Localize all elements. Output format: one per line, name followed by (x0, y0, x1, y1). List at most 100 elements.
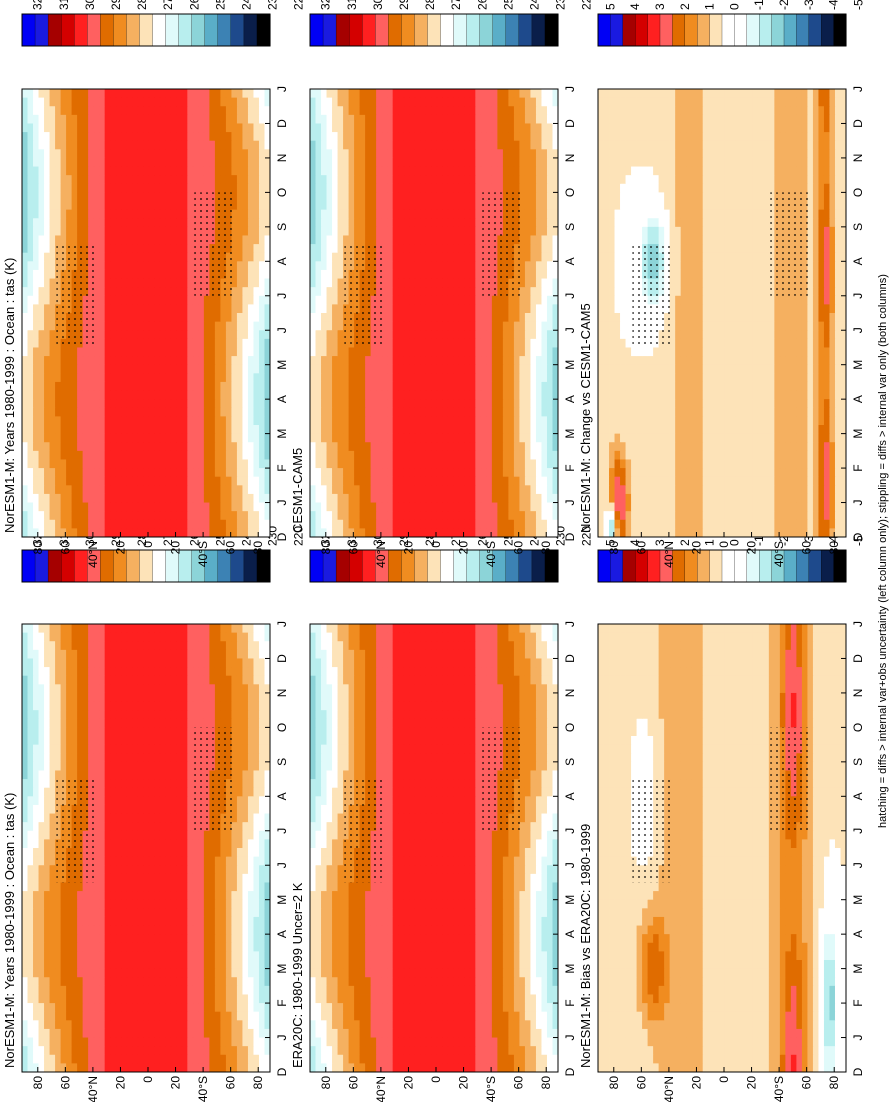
heatmap-cell (193, 97, 199, 106)
heatmap-cell (182, 97, 188, 106)
heatmap-cell (44, 235, 50, 244)
heatmap-cell (28, 770, 34, 779)
heatmap-cell (72, 183, 78, 192)
heatmap-cell (50, 701, 56, 710)
heatmap-cell (121, 201, 127, 210)
heatmap-cell (231, 313, 237, 322)
heatmap-cell (259, 917, 265, 926)
heatmap-cell (259, 1037, 265, 1046)
heatmap-cell (160, 235, 166, 244)
heatmap-cell (198, 1046, 204, 1055)
heatmap-cell (215, 166, 221, 175)
heatmap-cell (77, 106, 83, 115)
heatmap-cell (72, 347, 78, 356)
heatmap-cell (204, 675, 210, 684)
heatmap-cell (231, 502, 237, 511)
heatmap-cell (72, 89, 78, 98)
heatmap-cell (22, 166, 28, 175)
heatmap-cell (39, 425, 45, 434)
heatmap-cell (171, 218, 177, 227)
heatmap-cell (55, 347, 61, 356)
heatmap-cell (160, 658, 166, 667)
heatmap-cell (50, 787, 56, 796)
heatmap-cell (253, 701, 259, 710)
heatmap-cell (242, 183, 248, 192)
heatmap-cell (105, 364, 111, 373)
heatmap-cell (55, 770, 61, 779)
heatmap-cell (138, 192, 144, 201)
heatmap-cell (171, 235, 177, 244)
heatmap-cell (39, 675, 45, 684)
heatmap-cell (33, 779, 39, 788)
heatmap-cell (105, 632, 111, 641)
heatmap-cell (50, 468, 56, 477)
heatmap-cell (176, 985, 182, 994)
heatmap-cell (55, 149, 61, 158)
heatmap-cell (121, 330, 127, 339)
colorbar-swatch (218, 14, 231, 46)
heatmap-cell (105, 830, 111, 839)
heatmap-cell (259, 710, 265, 719)
heatmap-cell (99, 192, 105, 201)
heatmap-cell (198, 667, 204, 676)
heatmap-cell (28, 252, 34, 261)
heatmap-cell (22, 218, 28, 227)
heatmap-cell (253, 1054, 259, 1063)
heatmap-cell (105, 899, 111, 908)
heatmap-cell (226, 433, 232, 442)
heatmap-cell (143, 261, 149, 270)
heatmap-cell (231, 899, 237, 908)
heatmap-cell (61, 433, 67, 442)
heatmap-cell (105, 295, 111, 304)
heatmap-cell (171, 942, 177, 951)
heatmap-cell (138, 201, 144, 210)
heatmap-cell (182, 399, 188, 408)
heatmap-cell (28, 338, 34, 347)
heatmap-cell (259, 313, 265, 322)
heatmap-cell (165, 960, 171, 969)
heatmap-cell (171, 226, 177, 235)
heatmap-cell (121, 796, 127, 805)
heatmap-cell (127, 201, 133, 210)
heatmap-cell (154, 951, 160, 960)
heatmap-cell (28, 942, 34, 951)
heatmap-cell (176, 822, 182, 831)
heatmap-cell (198, 1029, 204, 1038)
heatmap-cell (28, 710, 34, 719)
heatmap-cell (28, 701, 34, 710)
heatmap-cell (248, 158, 254, 167)
heatmap-cell (215, 684, 221, 693)
heatmap-cell (138, 813, 144, 822)
heatmap-cell (215, 175, 221, 184)
heatmap-cell (237, 132, 243, 141)
heatmap-cell (149, 407, 155, 416)
heatmap-cell (209, 106, 215, 115)
heatmap-cell (204, 917, 210, 926)
heatmap-cell (22, 295, 28, 304)
heatmap-cell (220, 658, 226, 667)
heatmap-cell (39, 114, 45, 123)
heatmap-cell (110, 338, 116, 347)
heatmap-cell (171, 373, 177, 382)
heatmap-cell (259, 624, 265, 633)
heatmap-cell (253, 848, 259, 857)
heatmap-cell (149, 891, 155, 900)
heatmap-cell (160, 675, 166, 684)
heatmap-cell (22, 1054, 28, 1063)
heatmap-cell (94, 494, 100, 503)
heatmap-cell (66, 1046, 72, 1055)
heatmap-cell (149, 710, 155, 719)
heatmap-cell (132, 338, 138, 347)
heatmap-cell (28, 891, 34, 900)
heatmap-cell (237, 1054, 243, 1063)
heatmap-cell (187, 218, 193, 227)
heatmap-cell (160, 261, 166, 270)
y-tick-label: 60 (58, 541, 72, 555)
heatmap-cell (475, 1046, 481, 1055)
heatmap-cell (176, 390, 182, 399)
heatmap-cell (50, 1003, 56, 1012)
heatmap-cell (121, 865, 127, 874)
heatmap-cell (143, 942, 149, 951)
heatmap-cell (187, 459, 193, 468)
heatmap-cell (215, 1046, 221, 1055)
